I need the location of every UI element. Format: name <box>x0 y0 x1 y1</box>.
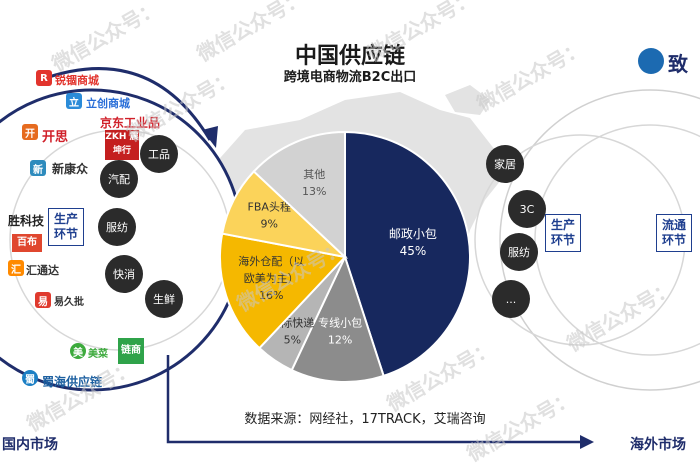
domestic-market-label: 国内市场 <box>2 437 58 453</box>
bubble-textile-right: 服纺 <box>500 233 538 271</box>
logo-yijiupi: 易久批 <box>54 297 84 308</box>
left-stage-label: 生产 环节 <box>48 208 85 246</box>
logo-meicai: 美菜 <box>88 349 108 360</box>
logo-huitongda: 汇通达 <box>26 264 59 277</box>
bubble-fmcg: 快消 <box>105 255 143 293</box>
logo-shengkeji: 胜科技 <box>8 214 45 228</box>
map-blob-2 <box>445 85 490 115</box>
chart-title: 中国供应链 <box>294 44 405 69</box>
bottom-arrow-line <box>166 355 580 444</box>
top-arc-arrow <box>39 67 212 141</box>
top-arrow-head <box>202 126 218 148</box>
right-stage-label-production: 生产 环节 <box>545 214 582 252</box>
huitongda-logo-icon: 汇 <box>8 260 24 276</box>
right-mid-circle <box>534 124 700 356</box>
right-stage-label-circulation: 流通 环节 <box>656 214 693 252</box>
data-source: 数据来源：网经社，17TRACK，艾瑞咨询 <box>244 412 486 427</box>
xinkangzhong-logo-icon: 新 <box>30 160 46 176</box>
pie-slice-label: 专线小包 12% <box>318 315 362 346</box>
meicai-logo-icon: 美 <box>70 343 86 359</box>
bubble-textile-left: 服纺 <box>98 208 136 246</box>
bubble-more: ... <box>492 280 530 318</box>
lichuang-logo-icon: 立 <box>66 93 82 109</box>
logo-xinkangzhong: 新康众 <box>52 162 89 176</box>
shuhai-logo-icon: 蜀 <box>22 370 38 386</box>
logo-ruigu: 锐锢商城 <box>55 74 99 87</box>
pie-slice <box>344 130 471 378</box>
logo-lianshang: 链商 <box>118 338 144 364</box>
logo-lichuang: 立创商城 <box>86 97 130 110</box>
right-brand-logo: 致 <box>668 52 688 76</box>
bottom-arrow-head <box>580 435 594 449</box>
logo-zkh: ZKH 震坤行 <box>105 130 139 160</box>
right-brand-icon <box>638 48 664 74</box>
logo-baibu: 百布 <box>12 234 42 252</box>
pie-slice-label: 邮政小包 45% <box>389 227 437 258</box>
bubble-auto-parts: 汽配 <box>100 160 138 198</box>
pie-slice-label: 其他 13% <box>302 168 326 198</box>
chart-subtitle: 跨境电商物流B2C出口 <box>283 70 417 85</box>
bubble-industrial: 工品 <box>140 135 178 173</box>
pie-slice-label: FBA头程 9% <box>248 200 291 230</box>
bubble-fresh: 生鲜 <box>145 280 183 318</box>
pie-slice <box>290 254 385 383</box>
overseas-market-label: 海外市场 <box>630 437 686 453</box>
logo-kaisi: 开思 <box>42 130 69 145</box>
bubble-3c: 3C <box>508 190 546 228</box>
pie-slice-label: 海外仓配（以欧美为主） 16% <box>238 254 304 302</box>
right-market-circle <box>499 89 700 391</box>
logo-jd-industrial: 京东工业品 <box>100 116 161 130</box>
pie-slice <box>252 130 346 260</box>
ruigu-logo-icon: R <box>36 70 52 86</box>
yijiupi-logo-icon: 易 <box>35 292 51 308</box>
logo-shuhai: 蜀海供应链 <box>42 375 103 389</box>
bubble-home: 家居 <box>486 145 524 183</box>
kaisi-logo-icon: 开 <box>22 124 38 140</box>
pie-slice <box>219 232 347 350</box>
